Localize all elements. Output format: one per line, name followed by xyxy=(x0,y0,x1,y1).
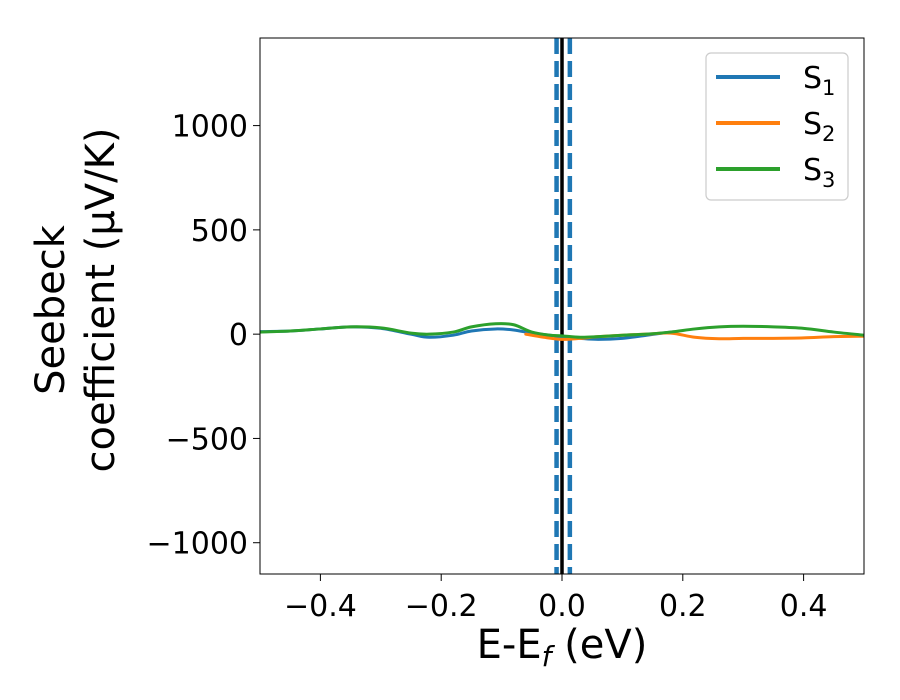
series-lines xyxy=(260,322,864,341)
legend-label-s3: S3 xyxy=(803,153,835,192)
legend-label-subscript: 2 xyxy=(822,122,835,146)
y-tick-label: 0 xyxy=(229,318,248,353)
x-axis: −0.4 −0.2 0.0 0.2 0.4 xyxy=(284,574,827,624)
x-tick-label: −0.4 xyxy=(284,589,357,624)
legend-label-subscript: 3 xyxy=(822,168,835,192)
plot-area xyxy=(259,37,865,575)
x-axis-label-main: E-E xyxy=(477,622,542,668)
y-tick-label: −500 xyxy=(166,422,248,457)
x-tick-label: 0.4 xyxy=(780,589,828,624)
y-tick-label: −1000 xyxy=(147,527,248,562)
x-tick-label: 0.0 xyxy=(538,589,586,624)
y-axis-label-line1: Seebeck xyxy=(28,224,74,395)
legend-box xyxy=(705,52,849,201)
legend-label-subscript: 1 xyxy=(822,76,835,100)
x-axis-label: E-Ef (eV) xyxy=(477,622,648,673)
legend-label-s2: S2 xyxy=(803,107,835,146)
legend-label-main: S xyxy=(803,61,822,96)
legend-label-main: S xyxy=(803,153,822,188)
x-axis-label-unit: (eV) xyxy=(551,622,647,668)
x-tick-label: 0.2 xyxy=(659,589,707,624)
legend-label-s1: S1 xyxy=(803,61,835,100)
vertical-reference-lines xyxy=(554,38,573,574)
y-axis-label-line2: coefficient (μV/K) xyxy=(78,128,124,473)
y-tick-label: 1000 xyxy=(172,110,248,145)
legend-label-main: S xyxy=(803,107,822,142)
y-axis-label: Seebeck coefficient (μV/K) xyxy=(28,128,124,473)
y-axis: 1000 500 0 −500 −1000 xyxy=(147,110,260,562)
x-tick-label: −0.2 xyxy=(405,589,478,624)
series-line-s3 xyxy=(260,322,864,339)
y-tick-label: 500 xyxy=(191,214,248,249)
